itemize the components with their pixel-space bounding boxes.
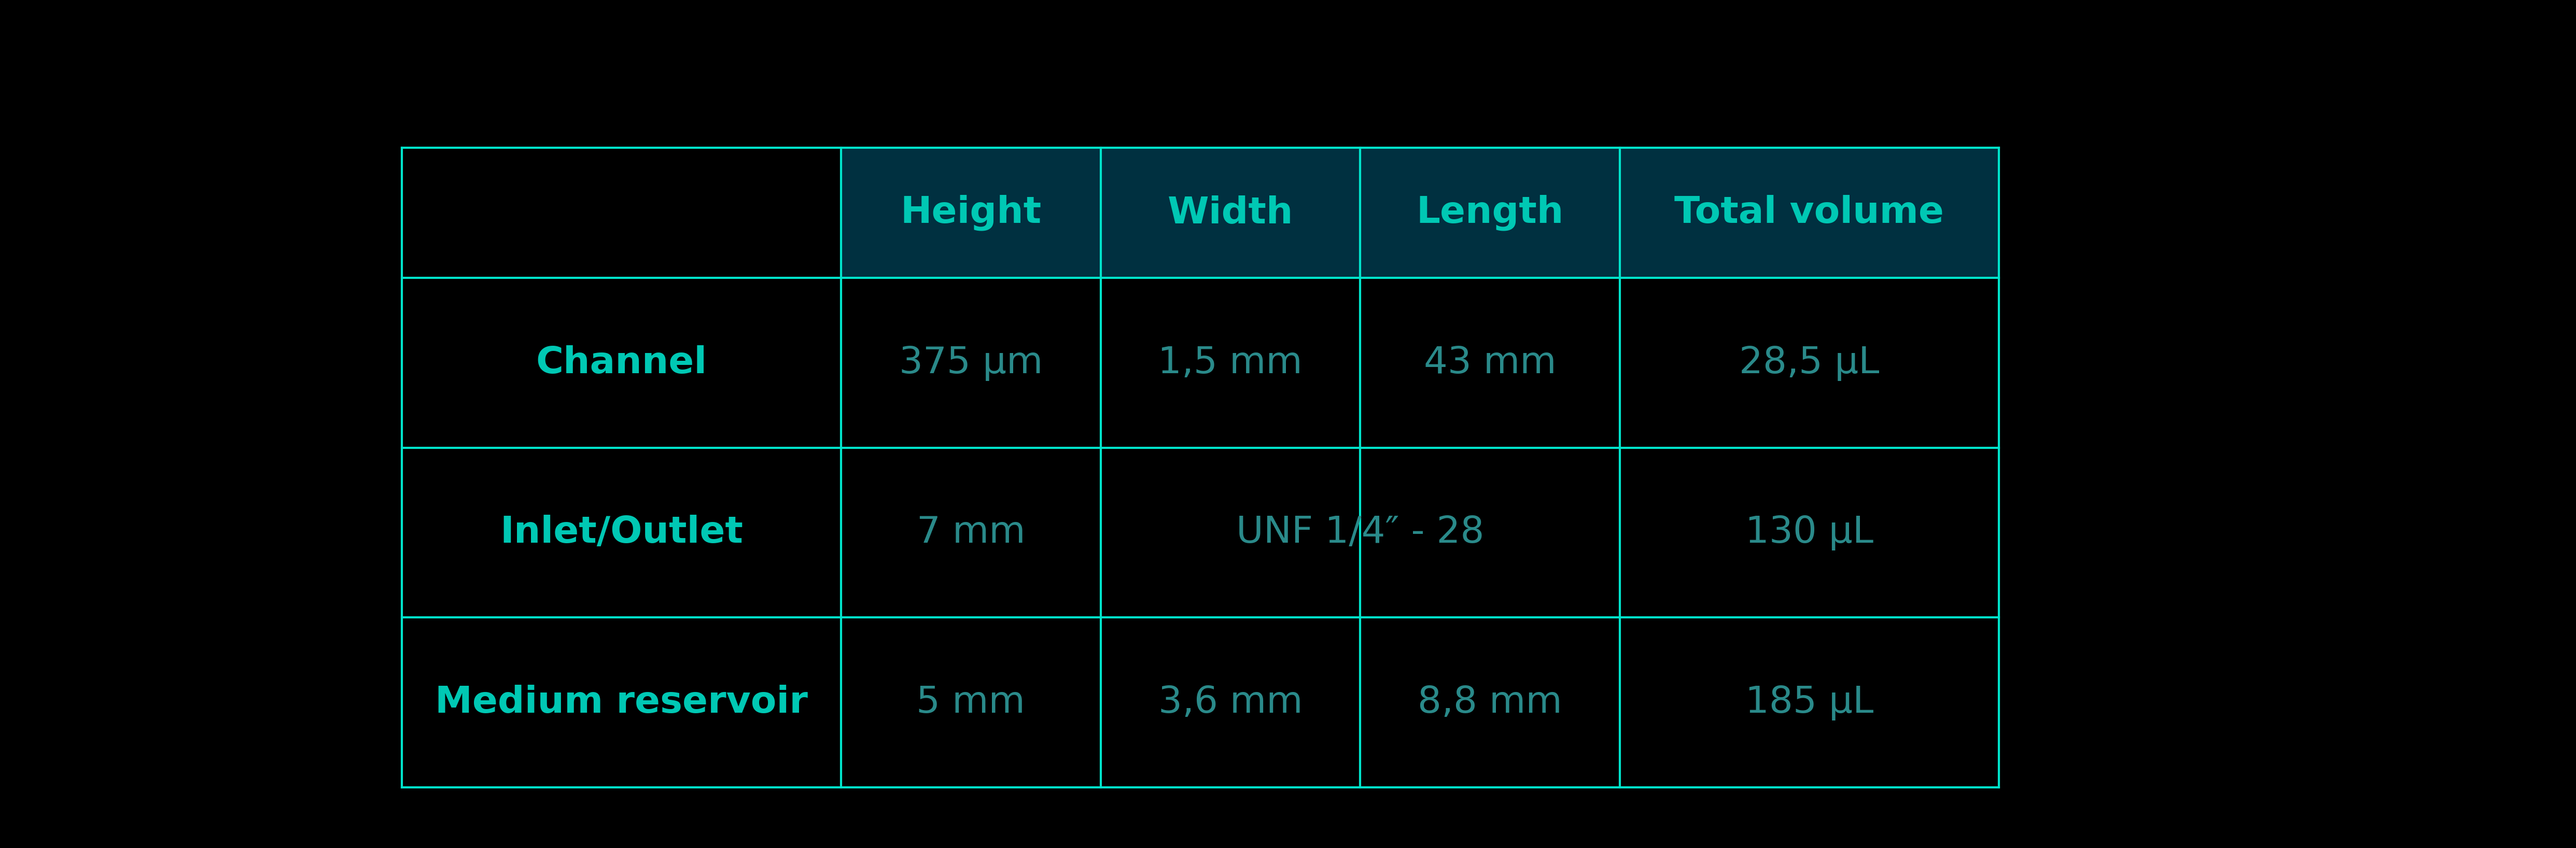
Text: 1,5 mm: 1,5 mm <box>1159 345 1303 381</box>
Text: Channel: Channel <box>536 345 706 381</box>
Text: Width: Width <box>1167 195 1293 231</box>
Text: Height: Height <box>899 195 1041 231</box>
Text: Total volume: Total volume <box>1674 195 1945 231</box>
Text: 28,5 μL: 28,5 μL <box>1739 345 1880 381</box>
Text: 5 mm: 5 mm <box>917 684 1025 720</box>
Text: Inlet/Outlet: Inlet/Outlet <box>500 515 742 550</box>
Text: 7 mm: 7 mm <box>917 515 1025 550</box>
Text: Length: Length <box>1417 195 1564 231</box>
Text: 3,6 mm: 3,6 mm <box>1159 684 1303 720</box>
Text: 8,8 mm: 8,8 mm <box>1417 684 1561 720</box>
Text: 130 μL: 130 μL <box>1747 515 1873 550</box>
Text: 43 mm: 43 mm <box>1425 345 1556 381</box>
Text: Medium reservoir: Medium reservoir <box>435 684 809 720</box>
Text: 375 μm: 375 μm <box>899 345 1043 381</box>
Text: 185 μL: 185 μL <box>1744 684 1873 720</box>
Text: UNF 1/4″ - 28: UNF 1/4″ - 28 <box>1236 515 1484 550</box>
